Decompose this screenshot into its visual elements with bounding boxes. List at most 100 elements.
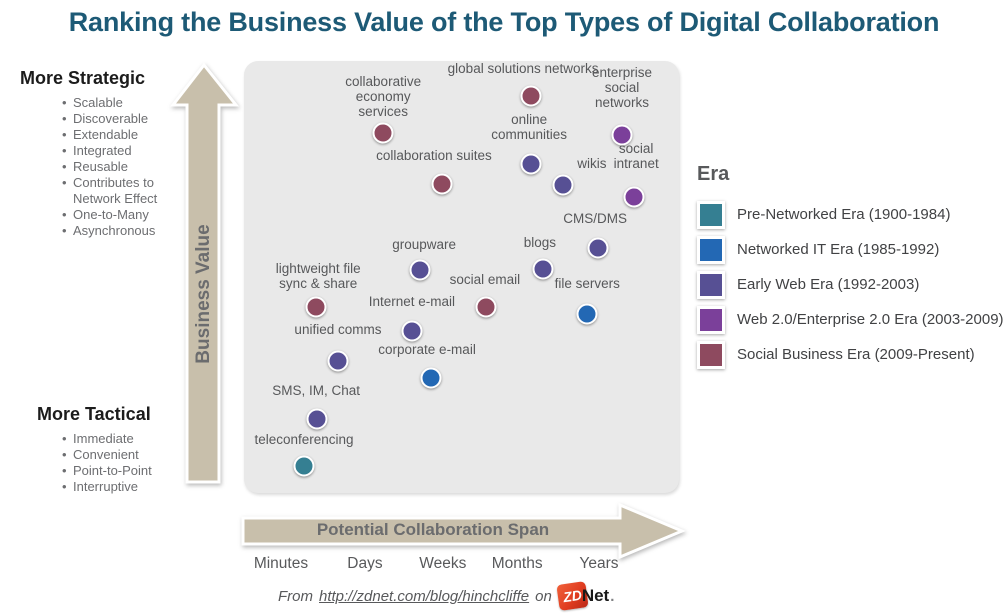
x-axis-ticks: Minutes Days Weeks Months Years xyxy=(244,555,679,575)
data-point-label: blogs xyxy=(523,234,556,250)
legend-label: Web 2.0/Enterprise 2.0 Era (2003-2009) xyxy=(737,311,1004,328)
bullet-glyph: • xyxy=(62,111,67,126)
bullet-item: • Immediate xyxy=(62,431,222,447)
bullet-glyph: • xyxy=(62,223,67,238)
data-point-label: teleconferencing xyxy=(254,432,354,448)
bullet-glyph: • xyxy=(62,127,67,142)
data-point-label: lightweight file sync & share xyxy=(275,260,361,291)
legend: Era Pre-Networked Era (1900-1984) Network… xyxy=(697,163,1004,375)
zdnet-link[interactable]: http://zdnet.com/blog/hinchcliffe xyxy=(319,587,530,605)
data-point-dot xyxy=(401,320,423,342)
bullet-glyph: • xyxy=(62,207,67,222)
legend-swatch xyxy=(697,200,725,229)
data-point-label: wikis xyxy=(577,155,607,171)
footer-suffix: . xyxy=(610,587,615,605)
bullet-glyph: • xyxy=(62,463,67,478)
bullet-text: Discoverable xyxy=(73,111,149,126)
legend-title: Era xyxy=(697,163,730,185)
tactical-bullet-list: • Immediate • Convenient • Point-to-Point • Int… xyxy=(62,431,222,495)
bullet-item: • Scalable xyxy=(62,95,222,111)
bullet-item: • Convenient xyxy=(62,447,222,463)
data-point-dot xyxy=(611,124,633,146)
legend-rows: Pre-Networked Era (1900-1984) Networked I… xyxy=(697,200,1004,369)
x-axis-tick: Weeks xyxy=(419,555,467,572)
legend-label: Networked IT Era (1985-1992) xyxy=(737,241,940,258)
legend-swatch xyxy=(697,340,725,369)
data-point-dot xyxy=(623,186,645,208)
bullet-glyph: • xyxy=(62,447,67,462)
legend-row: Early Web Era (1992-2003) xyxy=(697,270,1004,299)
tactical-heading: More Tactical xyxy=(37,404,151,424)
bullet-item: • Reusable xyxy=(62,159,222,175)
data-point-label: collaboration suites xyxy=(376,148,492,164)
x-axis-label: Potential Collaboration Span xyxy=(316,520,550,539)
bullet-item: • One-to-Many xyxy=(62,207,222,223)
bullet-item: • Point-to-Point xyxy=(62,463,222,479)
data-point-dot xyxy=(576,303,598,325)
data-point-label: social intranet xyxy=(613,141,659,172)
strategic-heading: More Strategic xyxy=(20,68,146,88)
data-point-dot xyxy=(532,258,554,280)
bullet-glyph: • xyxy=(62,95,67,110)
bullet-glyph: • xyxy=(62,159,67,174)
data-point-dot xyxy=(305,296,327,318)
footer-prefix: From xyxy=(278,587,313,605)
bullet-item: • Asynchronous xyxy=(62,223,222,239)
x-axis-tick: Days xyxy=(347,555,383,572)
bullet-text: Convenient xyxy=(73,447,139,462)
data-point-label: social email xyxy=(449,271,521,287)
data-point-dot xyxy=(552,174,574,196)
legend-row: Web 2.0/Enterprise 2.0 Era (2003-2009) xyxy=(697,305,1004,334)
bullet-text: Interruptive xyxy=(73,479,139,494)
data-point-dot xyxy=(420,367,442,389)
bullet-glyph: • xyxy=(62,431,67,446)
data-point-dot xyxy=(431,173,453,195)
legend-swatch xyxy=(697,305,725,334)
legend-swatch xyxy=(697,270,725,299)
data-point-dot xyxy=(372,122,394,144)
plot-area: collaborative economy services global sol… xyxy=(244,61,679,493)
bullet-glyph: • xyxy=(62,479,67,494)
page-title: Ranking the Business Value of the Top Ty… xyxy=(68,7,940,37)
bullet-text: Immediate xyxy=(73,431,134,446)
legend-row: Pre-Networked Era (1900-1984) xyxy=(697,200,1004,229)
data-point-label: groupware xyxy=(392,237,457,253)
data-point-label: Internet e-mail xyxy=(368,294,456,309)
bullet-text: Integrated xyxy=(73,143,132,158)
data-point-label: SMS, IM, Chat xyxy=(272,383,360,399)
legend-label: Pre-Networked Era (1900-1984) xyxy=(737,206,951,223)
data-point-dot xyxy=(306,408,328,430)
bullet-item: • Extendable xyxy=(62,127,222,143)
bullet-text: Point-to-Point xyxy=(73,463,152,478)
legend-swatch xyxy=(697,235,725,264)
plot-points: collaborative economy services global sol… xyxy=(244,61,679,493)
bullet-glyph: • xyxy=(62,143,67,158)
data-point-dot xyxy=(327,350,349,372)
data-point-label: online communities xyxy=(491,111,567,142)
strategic-bullet-list: • Scalable • Discoverable • Extendable • Integr… xyxy=(62,95,222,239)
bullet-text: Reusable xyxy=(73,159,128,174)
data-point-dot xyxy=(475,296,497,318)
data-point-dot xyxy=(587,237,609,259)
bullet-text: One-to-Many xyxy=(73,207,149,222)
zdnet-logo-text: Net xyxy=(581,586,610,605)
x-axis-tick: Years xyxy=(579,555,619,572)
data-point-label: enterprise social networks xyxy=(591,64,653,110)
data-point-dot xyxy=(293,455,315,477)
bullet-glyph: • xyxy=(62,175,67,190)
data-point-dot xyxy=(409,259,431,281)
business-value-arrow-icon xyxy=(169,62,240,484)
footer-middle: on xyxy=(535,587,552,605)
data-point-label: file servers xyxy=(554,276,620,292)
legend-label: Early Web Era (1992-2003) xyxy=(737,276,920,293)
data-point-dot xyxy=(520,85,542,107)
collaboration-span-arrow-icon xyxy=(241,502,686,560)
bullet-text: Contributes to Network Effect xyxy=(73,175,158,206)
data-point-label: unified comms xyxy=(294,321,382,337)
x-axis-tick: Months xyxy=(491,555,543,572)
bullet-item: • Interruptive xyxy=(62,479,222,495)
legend-label: Social Business Era (2009-Present) xyxy=(737,346,975,363)
data-point-label: corporate e-mail xyxy=(378,342,476,358)
bullet-item: • Discoverable xyxy=(62,111,222,127)
data-point-dot xyxy=(520,153,542,175)
